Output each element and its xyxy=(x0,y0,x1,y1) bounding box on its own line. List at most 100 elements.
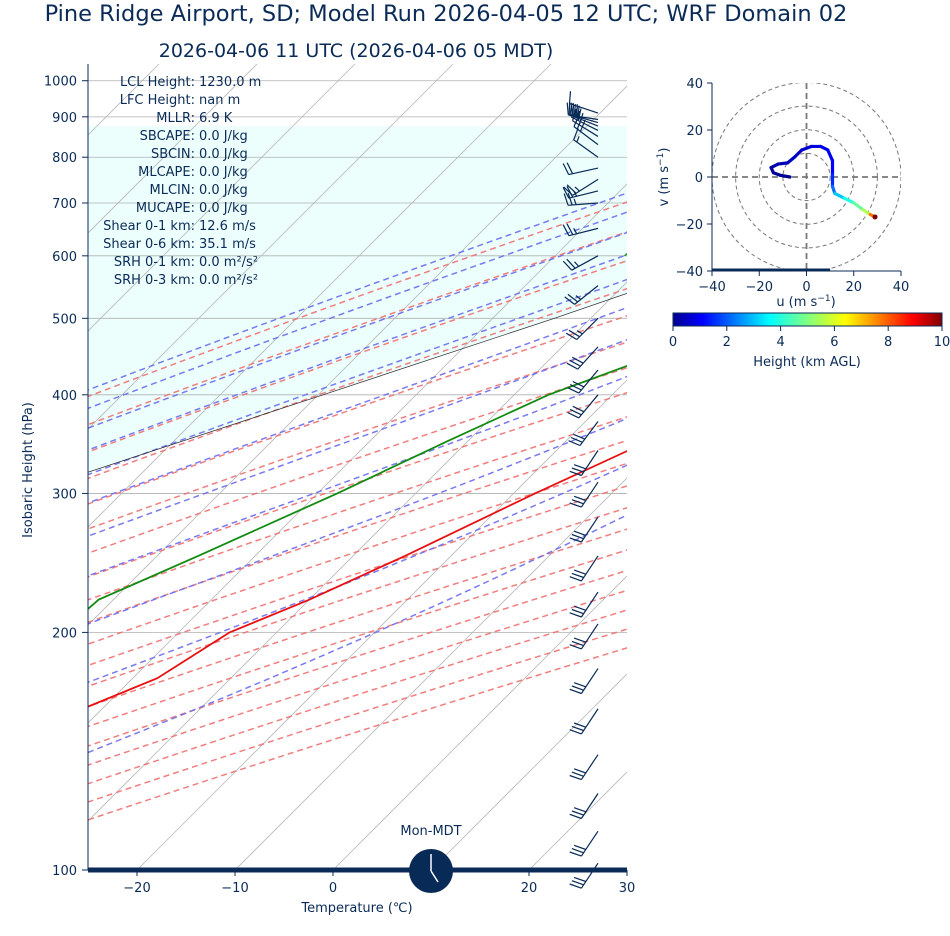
y-tick-label: 600 xyxy=(52,250,77,265)
isotherm-line xyxy=(234,477,627,870)
barb-full-flag xyxy=(571,848,584,854)
colorbar-tick-label: 2 xyxy=(723,335,731,350)
barb-full-flag xyxy=(569,384,582,391)
stat-label: SBCIN: xyxy=(151,147,195,162)
barb-staff xyxy=(568,167,599,176)
wind-barb xyxy=(562,255,599,271)
wind-barb xyxy=(562,162,599,176)
barb-full-flag xyxy=(573,464,586,470)
stat-value: 1230.0 m xyxy=(199,75,261,90)
barb-full-flag xyxy=(571,685,584,691)
barb-full-flag xyxy=(569,576,582,582)
stat-value: 0.0 J/kg xyxy=(199,183,248,198)
barb-staff xyxy=(580,708,599,735)
barb-staff xyxy=(580,555,599,582)
wind-barb xyxy=(569,450,599,477)
hodograph-segment xyxy=(800,144,813,152)
stat-label: Shear 0-1 km: xyxy=(103,219,195,234)
isotherm-line xyxy=(88,64,356,332)
barb-half-flag xyxy=(574,261,580,267)
barb-full-flag xyxy=(573,495,587,502)
dry-adiabat-line xyxy=(88,366,627,555)
hodograph-segment xyxy=(842,196,856,205)
skewt-ylabel: Isobaric Height (hPa) xyxy=(21,402,36,538)
hodograph-trace xyxy=(769,144,878,220)
hodograph-ylabel-base: v (m s xyxy=(657,166,672,207)
hodograph-x-tick-label: −40 xyxy=(698,280,725,295)
wind-barb xyxy=(567,394,599,419)
barb-full-flag xyxy=(571,499,584,505)
isotherm-line xyxy=(88,85,627,626)
wind-barb xyxy=(562,186,599,199)
barb-staff xyxy=(580,481,599,508)
wind-barb xyxy=(569,516,599,543)
barb-staff xyxy=(573,139,599,158)
clock-label: Mon-MDT xyxy=(400,824,461,839)
barb-half-flag xyxy=(574,186,580,192)
hodograph-xlabel-base: u (m s xyxy=(776,295,817,310)
wind-barb xyxy=(569,830,599,857)
colorbar-tick-label: 0 xyxy=(669,335,677,350)
barb-staff xyxy=(580,754,599,780)
stat-label: MLLR: xyxy=(156,111,195,126)
hodograph-xlabel-exp: −1 xyxy=(817,294,830,304)
barb-full-flag xyxy=(566,162,574,174)
barb-full-flag xyxy=(569,612,582,618)
isotherm-line xyxy=(626,869,627,870)
barb-full-flag xyxy=(573,433,586,440)
hodograph-xlabel-close: ) xyxy=(831,295,836,310)
stat-label: SRH 0-1 km: xyxy=(114,255,195,270)
wind-barb xyxy=(564,285,599,305)
y-tick-label: 1000 xyxy=(44,75,77,90)
hodograph-segment xyxy=(793,148,804,159)
skewt-axes: −20−100102030100200300400500600700800900… xyxy=(44,64,635,896)
barb-full-flag xyxy=(571,108,577,121)
stat-label: LFC Height: xyxy=(120,93,195,108)
stat-label: Shear 0-6 km: xyxy=(103,237,195,252)
stat-value: 0.0 J/kg xyxy=(199,165,248,180)
barb-staff xyxy=(577,346,599,370)
barb-full-flag xyxy=(569,408,582,416)
barb-half-flag xyxy=(573,228,578,234)
barb-full-flag xyxy=(569,359,581,367)
barb-full-flag xyxy=(573,569,586,575)
hodograph-segment xyxy=(826,148,835,163)
temperature-profile-line xyxy=(88,450,627,708)
stat-label: MLCIN: xyxy=(150,183,195,198)
barb-staff xyxy=(572,178,599,196)
hodograph-axes: −40 −20 0 20 40 −40 −20 0 20 40 xyxy=(676,77,910,295)
barb-full-flag xyxy=(573,768,587,774)
stats-box: LCL Height: 1230.0 m LFC Height: nan m MLLR:… xyxy=(103,75,261,288)
colorbar-tick-label: 4 xyxy=(776,335,784,350)
barb-staff xyxy=(578,394,599,419)
sounding-profiles xyxy=(88,293,627,708)
barb-full-flag xyxy=(568,440,581,447)
barb-staff xyxy=(570,116,599,131)
isotherm-line xyxy=(88,64,258,234)
barb-full-flag xyxy=(569,102,573,116)
wind-barb xyxy=(562,223,599,237)
barb-full-flag xyxy=(569,883,582,889)
isotherm-line xyxy=(136,379,627,870)
moist-adiabat-line xyxy=(88,211,627,410)
barb-staff xyxy=(580,862,599,889)
barb-staff xyxy=(580,623,599,650)
wind-barb xyxy=(567,369,599,394)
hodograph-x-tick-label: 20 xyxy=(845,280,862,295)
dry-adiabat-line xyxy=(88,231,627,426)
barb-full-flag xyxy=(571,880,584,886)
x-tick-label: 20 xyxy=(521,881,538,896)
hodograph-y-tick-label: −20 xyxy=(676,218,703,233)
parcel-region-shading xyxy=(88,126,627,473)
x-tick-label: −10 xyxy=(221,881,248,896)
hodograph-ylabel: v (m s−1) xyxy=(656,148,672,207)
barb-full-flag xyxy=(566,362,579,370)
title-line-1: Pine Ridge Airport, SD; Model Run 2026-0… xyxy=(45,1,848,27)
y-tick-label: 700 xyxy=(52,197,77,212)
hodograph-x-tick-label: −20 xyxy=(746,280,773,295)
y-tick-label: 900 xyxy=(52,111,77,126)
hodograph-ylabel-close: ) xyxy=(657,148,672,153)
wind-barb xyxy=(569,793,599,820)
isotherm-line xyxy=(88,64,552,528)
